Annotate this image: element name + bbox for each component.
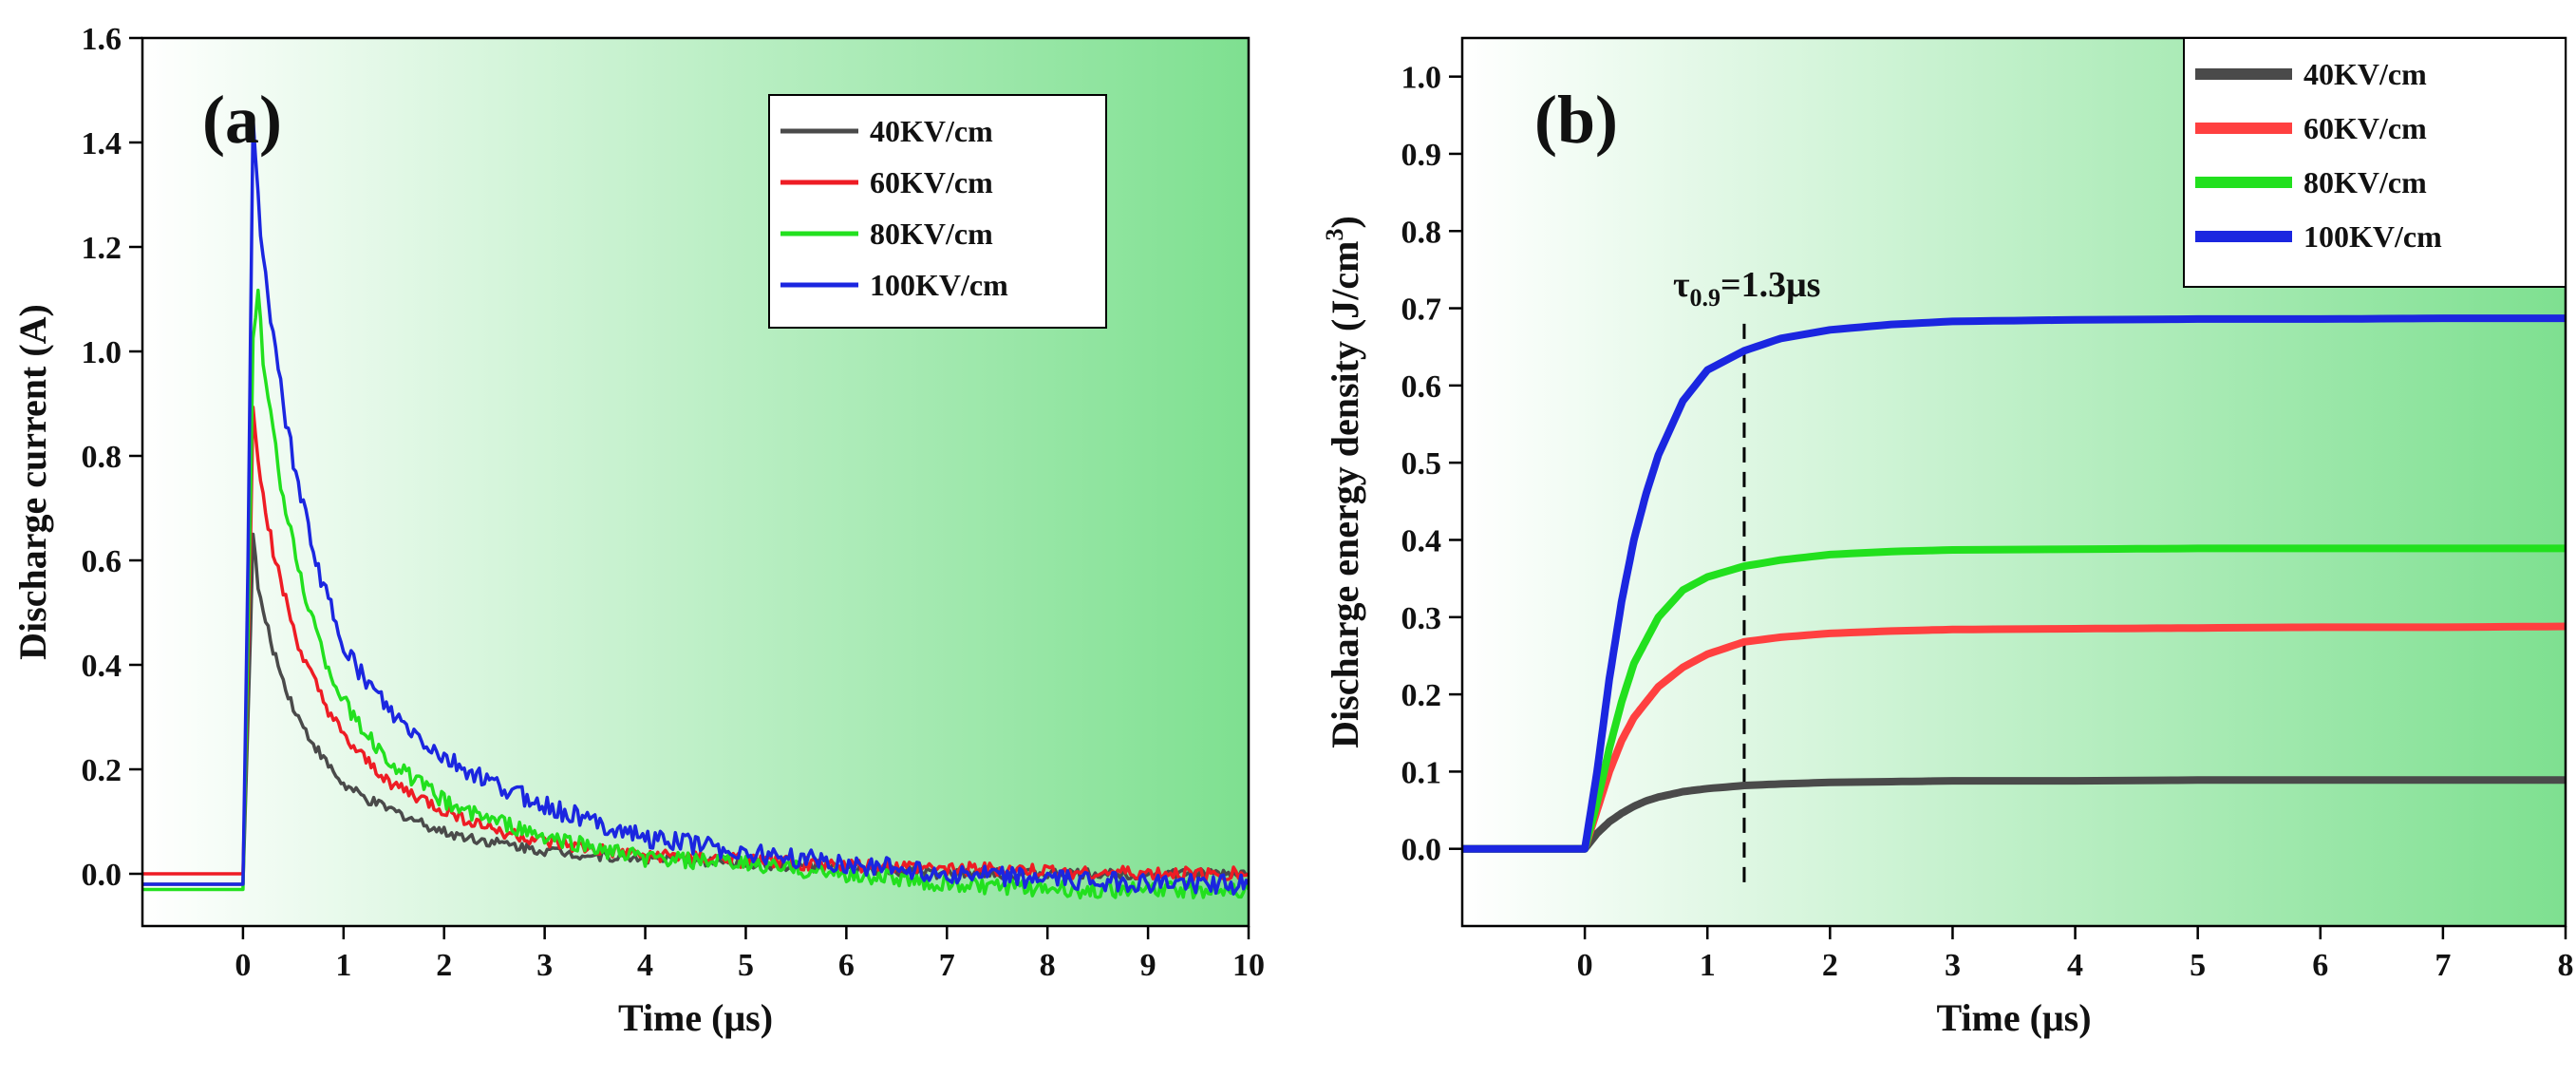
series-line-100kv-cm: [142, 117, 1249, 896]
legend-label: 100KV/cm: [870, 268, 1008, 302]
x-axis-title: Time (μs): [1936, 996, 2091, 1039]
x-tick-label: 4: [637, 948, 653, 983]
y-tick-label: 0.5: [1401, 446, 1442, 482]
x-tick-label: 0: [1577, 948, 1593, 983]
y-tick-label: 0.2: [1401, 678, 1442, 713]
y-tick-label: 0.8: [1401, 215, 1442, 250]
tau-subscript: 0.9: [1689, 284, 1720, 312]
y-axis-title-sup: 3: [1321, 228, 1348, 240]
series-line-80kv-cm: [142, 288, 1249, 900]
x-tick-label: 5: [2190, 948, 2206, 983]
x-tick-label: 2: [436, 948, 452, 983]
y-tick-label: 0.4: [82, 649, 122, 684]
tau-annotation: τ0.9=1.3μs: [1673, 265, 1821, 312]
legend-label: 80KV/cm: [870, 217, 993, 251]
y-tick-label: 1.4: [82, 126, 122, 161]
y-tick-label: 0.7: [1401, 293, 1442, 328]
series-line-60kv-cm: [1462, 622, 2566, 853]
y-tick-label: 0.9: [1401, 138, 1442, 173]
x-tick-label: 10: [1232, 948, 1265, 983]
tau-value: =1.3μs: [1720, 265, 1820, 305]
chart-panel-a: 0 1 2 3 4 5 6 7 8 9 10 0.0 0.2 0.4 0.6 0.8 1.0 1.2 1.4 1.6 T…: [11, 22, 1265, 1039]
y-tick-label: 1.2: [82, 231, 122, 266]
series-line-100kv-cm: [1462, 314, 2566, 853]
x-tick-label: 7: [939, 948, 955, 983]
legend-label: 100KV/cm: [2303, 219, 2442, 254]
y-tick-label: 1.0: [1401, 61, 1442, 96]
y-axis-title-end: ): [1324, 216, 1366, 228]
x-tick-label: 0: [235, 948, 251, 983]
x-tick-label: 4: [2067, 948, 2083, 983]
legend: 40KV/cm 60KV/cm 80KV/cm 100KV/cm: [2183, 37, 2567, 288]
legend: 40KV/cm 60KV/cm 80KV/cm 100KV/cm: [768, 94, 1107, 329]
x-tick-label: 2: [1822, 948, 1838, 983]
legend-box: [768, 94, 1107, 329]
legend-label: 60KV/cm: [2303, 111, 2427, 145]
panel-label: (b): [1534, 82, 1618, 158]
series-line-40kv-cm: [1462, 776, 2566, 853]
legend-label: 40KV/cm: [2303, 57, 2427, 91]
legend-label: 80KV/cm: [2303, 165, 2427, 199]
series-group: [142, 117, 1249, 900]
series-line-60kv-cm: [142, 406, 1249, 882]
tau-symbol: τ: [1673, 265, 1690, 305]
plot-frame: [1460, 36, 2567, 928]
x-tick-label: 1: [1700, 948, 1716, 983]
y-axis-title: Discharge current (A): [11, 304, 54, 660]
series-line-80kv-cm: [1462, 544, 2566, 853]
chart-panel-b: 0 1 2 3 4 5 6 7 8 0.0 0.1 0.2 0.3 0.4 0.5 0.6 0.7 0.8 0.9 1…: [1321, 36, 2574, 1039]
y-axis-title-main: Discharge energy density (J/cm: [1324, 240, 1366, 747]
x-tick-label: 6: [2312, 948, 2328, 983]
panel-label: (a): [202, 82, 282, 158]
x-tick-label: 3: [1945, 948, 1961, 983]
y-tick-label: 0.3: [1401, 601, 1442, 636]
x-tick-label: 1: [335, 948, 351, 983]
x-axis-title: Time (μs): [618, 996, 773, 1039]
y-tick-label: 1.0: [82, 335, 122, 370]
y-tick-label: 0.8: [82, 440, 122, 475]
y-tick-label: 0.0: [1401, 833, 1442, 868]
legend-label: 40KV/cm: [870, 114, 993, 148]
x-tick-label: 7: [2435, 948, 2451, 983]
x-tick-label: 5: [738, 948, 754, 983]
series-group: [1462, 314, 2566, 853]
x-tick-label: 6: [838, 948, 855, 983]
y-axis-title: Discharge energy density (J/cm3): [1321, 216, 1366, 748]
x-tick-label: 3: [536, 948, 553, 983]
x-tick-label: 8: [1040, 948, 1056, 983]
y-tick-label: 0.0: [82, 858, 122, 893]
x-tick-label: 9: [1140, 948, 1156, 983]
x-tick-label: 8: [2558, 948, 2574, 983]
y-tick-label: 0.6: [1401, 369, 1442, 405]
y-tick-label: 0.1: [1401, 755, 1442, 790]
y-tick-label: 1.6: [82, 22, 122, 57]
y-tick-label: 0.4: [1401, 523, 1442, 558]
plot-frame: [141, 36, 1250, 928]
y-tick-label: 0.2: [82, 753, 122, 788]
y-tick-label: 0.6: [82, 544, 122, 579]
legend-label: 60KV/cm: [870, 165, 993, 199]
